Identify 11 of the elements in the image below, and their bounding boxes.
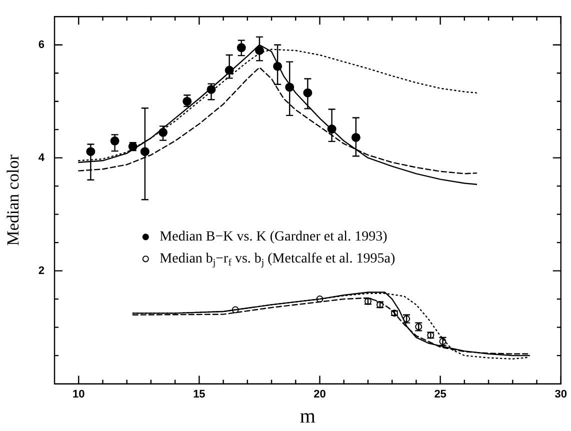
x-tick-label: 30 [554,388,568,400]
x-tick-label: 10 [72,388,85,400]
x-tick-label: 15 [193,388,206,400]
y-tick-label: 4 [38,152,46,164]
x-axis-title: m [300,405,316,428]
x-tick-label: 25 [434,388,446,400]
legend-label: Median B−K vs. K (Gardner et al. 1993) [160,230,388,245]
y-tick-label: 6 [38,38,45,51]
y-tick-label: 2 [38,264,45,277]
y-axis-title: Median color [4,154,23,246]
x-tick-label: 20 [314,388,326,400]
